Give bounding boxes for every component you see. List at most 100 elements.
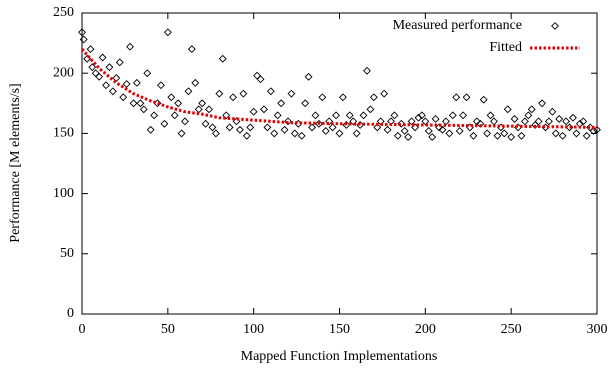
data-point xyxy=(139,105,148,114)
data-point xyxy=(191,78,200,87)
data-point xyxy=(325,117,334,126)
data-point xyxy=(524,111,533,120)
y-axis-label: Performance [M elements/s] xyxy=(8,83,23,242)
data-point xyxy=(414,113,423,122)
data-point xyxy=(503,105,512,114)
data-point xyxy=(493,131,502,140)
data-point xyxy=(177,129,186,138)
data-point xyxy=(98,53,107,62)
data-point xyxy=(256,75,265,84)
data-point xyxy=(270,129,279,138)
data-point xyxy=(349,117,358,126)
data-point xyxy=(284,117,292,126)
data-point xyxy=(102,81,110,90)
data-point xyxy=(86,45,95,54)
x-axis-label: Mapped Function Implementations xyxy=(241,349,438,364)
data-point xyxy=(222,111,231,120)
data-point xyxy=(242,131,251,140)
data-point xyxy=(198,99,207,108)
x-tick-label: 50 xyxy=(161,322,175,337)
y-tick-label: 0 xyxy=(67,306,74,321)
data-point xyxy=(359,111,368,120)
legend-marker xyxy=(551,22,559,30)
data-point xyxy=(582,131,591,140)
data-point xyxy=(338,93,347,102)
data-point xyxy=(428,133,437,141)
y-tick-label: 250 xyxy=(53,5,74,20)
data-point xyxy=(366,105,375,114)
data-point xyxy=(390,111,399,120)
data-point xyxy=(211,129,220,138)
data-point xyxy=(314,119,323,128)
x-tick-label: 200 xyxy=(415,322,436,337)
data-point xyxy=(335,129,344,138)
data-point xyxy=(260,105,268,114)
data-point xyxy=(448,111,457,120)
data-point xyxy=(266,87,275,96)
data-point xyxy=(438,125,447,134)
data-point xyxy=(122,80,131,88)
plot-frame xyxy=(81,12,598,315)
y-tick-label: 100 xyxy=(53,186,74,201)
data-point xyxy=(544,117,553,126)
data-point xyxy=(126,42,135,51)
data-point xyxy=(184,87,193,96)
data-point xyxy=(352,129,361,138)
data-point xyxy=(441,117,450,126)
data-point xyxy=(91,69,100,78)
data-point xyxy=(400,127,409,135)
data-point xyxy=(187,45,196,54)
data-point xyxy=(280,125,289,134)
data-point xyxy=(273,111,282,120)
data-point xyxy=(507,133,516,141)
data-point xyxy=(287,89,296,98)
x-tick-label: 100 xyxy=(243,322,264,337)
data-point xyxy=(174,99,183,108)
data-point xyxy=(229,93,238,102)
data-point xyxy=(538,99,547,108)
data-point xyxy=(459,111,468,120)
data-point xyxy=(225,123,234,132)
data-point xyxy=(342,121,351,129)
y-tick-label: 200 xyxy=(53,65,74,80)
data-point xyxy=(356,121,365,129)
data-point xyxy=(417,111,426,120)
data-point xyxy=(146,125,155,134)
data-point xyxy=(308,123,316,132)
data-point xyxy=(246,123,255,132)
data-point xyxy=(290,129,299,138)
data-point xyxy=(143,69,152,78)
data-point xyxy=(304,72,313,81)
data-point xyxy=(215,89,224,98)
x-tick-label: 300 xyxy=(587,322,608,337)
y-tick-label: 150 xyxy=(53,126,74,141)
data-point xyxy=(424,127,433,135)
data-point xyxy=(301,99,310,108)
data-point xyxy=(253,71,262,80)
data-point xyxy=(455,127,464,135)
legend-label: Measured performance xyxy=(393,18,522,33)
data-point xyxy=(551,129,560,138)
data-point xyxy=(160,119,169,128)
data-point xyxy=(558,131,567,140)
data-point xyxy=(79,35,88,44)
data-point xyxy=(119,93,128,102)
data-point xyxy=(205,105,213,114)
data-point xyxy=(194,105,203,114)
data-point xyxy=(157,81,165,90)
data-point xyxy=(483,129,492,138)
data-point xyxy=(297,131,306,140)
y-tick-label: 50 xyxy=(60,246,74,261)
data-point xyxy=(548,107,557,116)
data-point xyxy=(363,66,371,75)
data-point xyxy=(479,95,488,104)
x-tick-label: 0 xyxy=(79,322,86,337)
data-point xyxy=(201,119,210,128)
data-point xyxy=(421,117,430,126)
data-point xyxy=(132,78,141,87)
data-point xyxy=(235,125,244,134)
data-point xyxy=(115,58,124,67)
data-point xyxy=(328,123,337,132)
